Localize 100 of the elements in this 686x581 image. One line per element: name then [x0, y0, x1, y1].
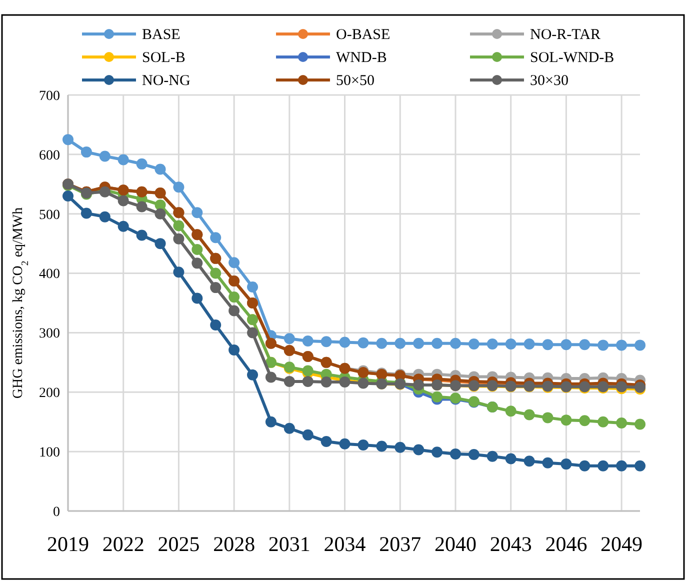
point: [524, 409, 535, 420]
point: [173, 220, 184, 232]
point: [394, 338, 406, 349]
point: [598, 340, 609, 351]
point: [598, 416, 609, 428]
point: [320, 336, 332, 348]
point: [394, 442, 406, 453]
y-tick-label: 300: [39, 326, 60, 342]
x-tick-label: 2034: [324, 532, 366, 556]
point: [173, 266, 184, 278]
point: [118, 195, 129, 206]
point: [560, 458, 572, 470]
point: [616, 418, 628, 429]
point: [302, 336, 314, 347]
y-tick-label: 400: [39, 267, 60, 282]
point: [598, 460, 609, 472]
y-tick-label: 100: [39, 445, 60, 460]
x-tick-label: 2037: [379, 532, 422, 556]
x-tick-label: 2043: [490, 532, 532, 556]
x-tick-label: 2046: [545, 532, 588, 556]
point: [634, 460, 646, 472]
y-tick-label: 0: [53, 504, 60, 520]
point: [284, 422, 295, 434]
point: [579, 415, 590, 426]
point: [62, 134, 74, 146]
point: [210, 319, 222, 330]
x-tick-label: 2019: [47, 532, 89, 556]
legend-label: SOL-B: [142, 50, 186, 66]
point: [210, 232, 222, 244]
x-tick-label: 2028: [213, 532, 256, 556]
point: [265, 372, 276, 383]
legend-label: NO-R-TAR: [530, 27, 600, 43]
point: [192, 258, 203, 269]
point: [118, 154, 129, 166]
point: [136, 201, 148, 212]
point: [634, 418, 646, 430]
point: [228, 305, 240, 316]
point: [450, 448, 461, 460]
point: [579, 339, 590, 350]
point: [228, 257, 240, 268]
point: [154, 238, 166, 250]
point: [320, 376, 332, 388]
point: [560, 414, 572, 426]
point: [154, 164, 166, 175]
point: [634, 340, 646, 351]
point: [247, 327, 258, 338]
point: [376, 440, 388, 452]
point: [432, 446, 443, 458]
point: [302, 429, 314, 440]
point: [413, 338, 424, 349]
legend-label: 30×30: [530, 73, 568, 89]
point: [376, 338, 388, 349]
point: [247, 281, 258, 292]
point: [247, 369, 258, 380]
point: [524, 338, 535, 350]
point: [192, 244, 203, 256]
legend-label: NO-NG: [142, 73, 190, 89]
point: [505, 338, 516, 350]
point: [616, 460, 628, 472]
x-tick-label: 2022: [102, 532, 144, 556]
point: [524, 456, 535, 467]
point: [505, 406, 516, 417]
point: [173, 233, 184, 244]
legend-label: WND-B: [336, 50, 387, 66]
point: [192, 292, 203, 304]
y-tick-label: 700: [39, 88, 60, 104]
y-tick-label: 500: [39, 208, 60, 223]
legend-label: 50×50: [336, 73, 374, 89]
point: [80, 208, 92, 219]
point: [339, 438, 350, 450]
point: [62, 190, 74, 202]
x-tick-label: 2040: [434, 532, 476, 556]
point: [192, 207, 203, 218]
point: [542, 339, 554, 350]
point: [579, 460, 590, 472]
y-tick-label: 200: [39, 386, 60, 402]
x-tick-label: 2049: [600, 532, 643, 556]
point: [99, 150, 110, 162]
point: [486, 450, 498, 462]
point: [173, 182, 184, 193]
point: [468, 449, 480, 460]
y-tick-label: 600: [39, 148, 60, 164]
point: [358, 337, 369, 348]
point: [560, 339, 572, 350]
point: [210, 268, 222, 279]
point: [136, 230, 148, 241]
point: [284, 376, 295, 387]
legend-label: SOL-WND-B: [530, 50, 614, 66]
point: [432, 391, 443, 402]
legend-label: BASE: [142, 27, 180, 43]
point: [616, 340, 628, 351]
point: [432, 338, 443, 349]
point: [154, 208, 166, 220]
point: [118, 220, 129, 232]
point: [99, 211, 110, 222]
point: [210, 282, 222, 294]
point: [265, 416, 276, 428]
point: [450, 338, 461, 349]
point: [486, 338, 498, 350]
point: [228, 292, 240, 303]
